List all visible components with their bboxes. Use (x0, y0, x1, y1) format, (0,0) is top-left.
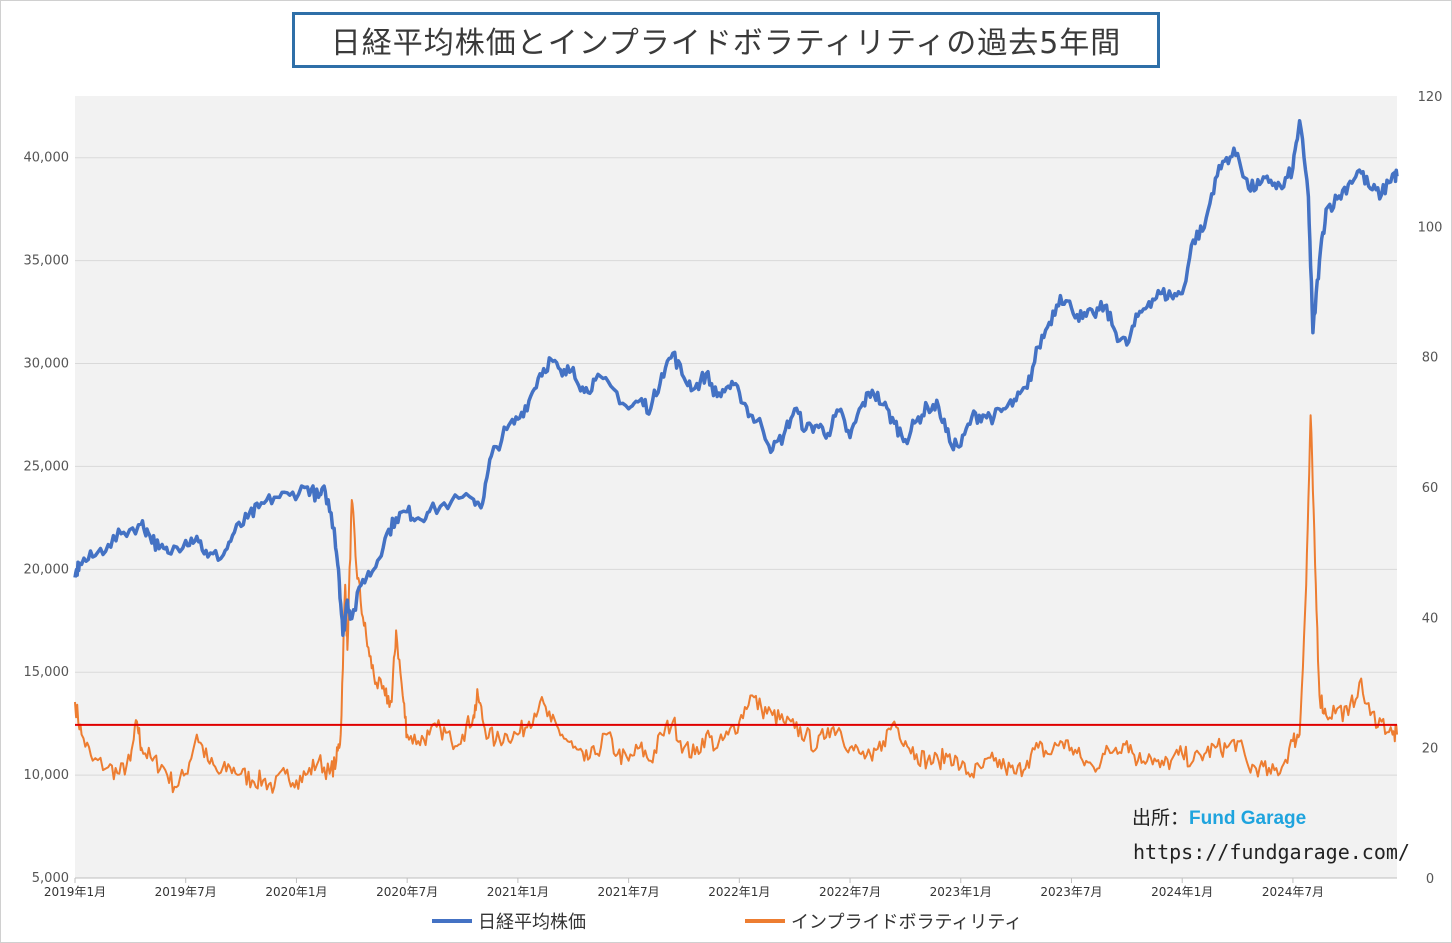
left-tick-label: 30,000 (24, 357, 70, 372)
x-tick-label: 2022年7月 (819, 885, 881, 899)
legend-label-nikkei: 日経平均株価 (478, 912, 586, 933)
series-layer (73, 118, 1399, 794)
plot-area (75, 96, 1397, 878)
source-label: 出所： (1132, 807, 1190, 829)
source-credit: 出所：Fund Garage (1132, 803, 1306, 830)
left-tick-label: 10,000 (24, 768, 70, 783)
source-name: Fund Garage (1189, 808, 1307, 829)
legend-label-iv: インプライドボラティリティ (791, 912, 1023, 933)
legend-item-nikkei: 日経平均株価 (432, 908, 586, 934)
left-tick-label: 40,000 (24, 151, 70, 166)
x-tick-label: 2021年7月 (598, 885, 660, 899)
x-tick-label: 2022年1月 (708, 885, 770, 899)
x-tick-label: 2019年7月 (155, 885, 217, 899)
source-url: https://fundgarage.com/ (1133, 840, 1410, 864)
right-tick-label: 20 (1422, 742, 1439, 757)
x-tick-label: 2019年1月 (44, 885, 106, 899)
right-axis-ticks: 0 20 40 60 80 100 120 (1418, 90, 1443, 887)
x-tick-label: 2020年7月 (376, 885, 438, 899)
right-tick-label: 100 (1418, 220, 1443, 235)
left-axis-ticks: 5,000 10,000 15,000 20,000 25,000 30,000 35,00… (24, 151, 70, 886)
x-tick-label: 2020年1月 (265, 885, 327, 899)
left-tick-label: 15,000 (24, 665, 70, 680)
right-tick-label: 0 (1426, 872, 1434, 887)
left-tick-label: 35,000 (24, 254, 70, 269)
legend-swatch-nikkei (432, 919, 472, 923)
left-tick-label: 20,000 (24, 562, 70, 577)
right-tick-label: 60 (1422, 481, 1439, 496)
chart-title: 日経平均株価とインプライドボラティリティの過去5年間 (330, 26, 1122, 61)
chart-title-box: 日経平均株価とインプライドボラティリティの過去5年間 (292, 12, 1160, 68)
legend-item-iv: インプライドボラティリティ (745, 908, 1022, 934)
series-line-nikkei (73, 118, 1399, 637)
x-tick-label: 2024年1月 (1151, 885, 1213, 899)
x-axis-ticks: 2019年1月 2019年7月 2020年1月 2020年7月 2021年1月 2021年… (44, 878, 1324, 899)
right-tick-label: 80 (1422, 351, 1439, 366)
right-tick-label: 120 (1418, 90, 1443, 105)
gridlines (75, 157, 1397, 776)
x-tick-label: 2021年1月 (487, 885, 549, 899)
x-tick-label: 2023年1月 (930, 885, 992, 899)
x-tick-label: 2024年7月 (1262, 885, 1324, 899)
legend-swatch-iv (745, 919, 785, 923)
series-line-implied-volatility (74, 414, 1398, 794)
left-tick-label: 5,000 (32, 871, 69, 886)
right-tick-label: 40 (1422, 611, 1439, 626)
x-tick-label: 2023年7月 (1040, 885, 1102, 899)
left-tick-label: 25,000 (24, 459, 70, 474)
